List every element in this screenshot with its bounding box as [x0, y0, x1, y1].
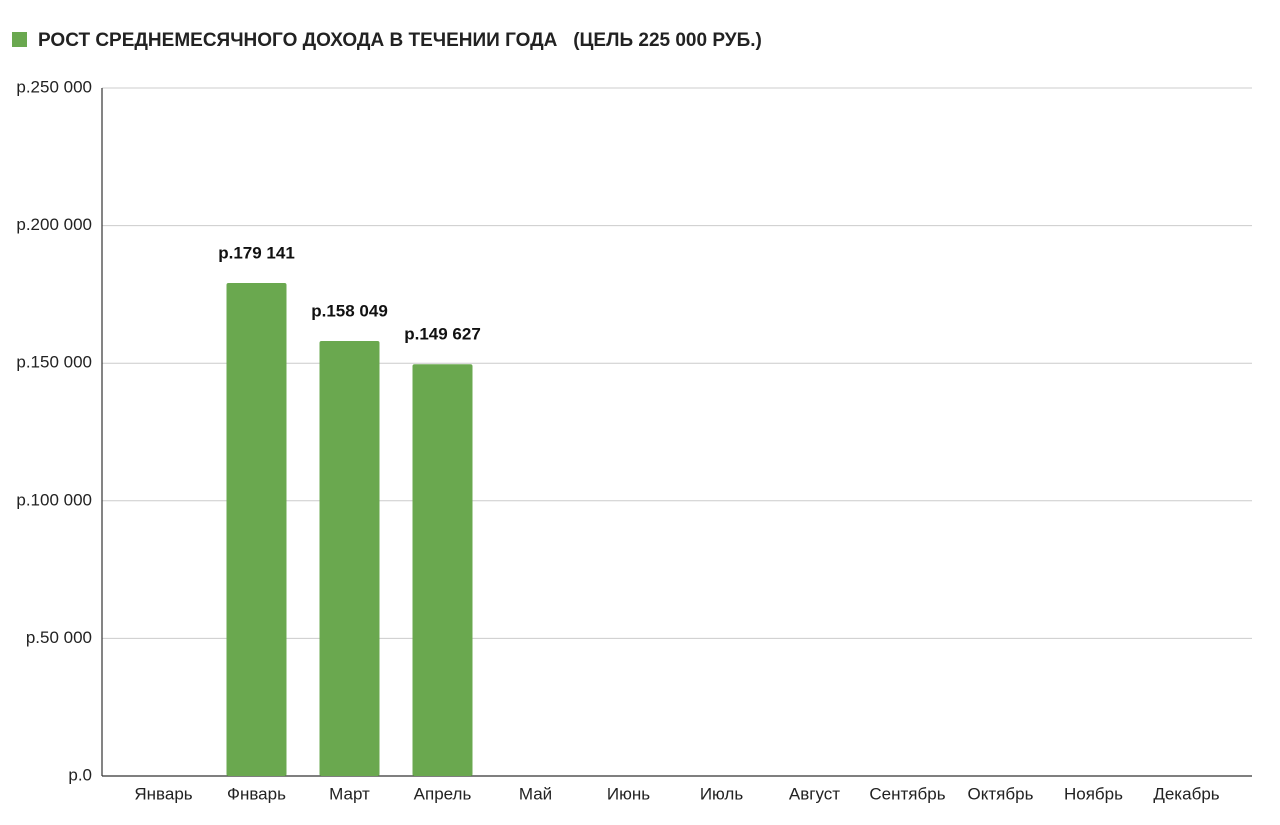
x-tick-label: Август: [789, 784, 840, 803]
y-tick-label: р.0: [68, 765, 92, 784]
x-tick-label: Апрель: [414, 784, 472, 803]
x-tick-label: Июнь: [607, 784, 650, 803]
y-tick-label: р.150 000: [16, 353, 92, 372]
legend-label: РОСТ СРЕДНЕМЕСЯЧНОГО ДОХОДА В ТЕЧЕНИИ ГО…: [38, 30, 762, 51]
value-label: р.158 049: [311, 302, 388, 321]
x-tick-label: Июль: [700, 784, 744, 803]
x-tick-label: Фнварь: [227, 784, 286, 803]
x-tick-label: Октябрь: [968, 784, 1034, 803]
bar: [412, 364, 473, 776]
x-tick-label: Ноябрь: [1064, 784, 1123, 803]
x-tick-label: Январь: [134, 784, 192, 803]
y-tick-label: р.250 000: [16, 77, 92, 96]
x-tick-label: Март: [329, 784, 370, 803]
value-label: р.179 141: [218, 243, 295, 262]
x-tick-label: Май: [519, 784, 552, 803]
bar: [226, 283, 287, 776]
y-tick-label: р.100 000: [16, 490, 92, 509]
legend-swatch: [12, 32, 27, 47]
bar: [319, 341, 380, 776]
y-tick-label: р.200 000: [16, 215, 92, 234]
x-tick-label: Декабрь: [1153, 784, 1219, 803]
x-tick-label: Сентябрь: [869, 784, 945, 803]
y-tick-label: р.50 000: [26, 628, 92, 647]
value-label: р.149 627: [404, 325, 481, 344]
